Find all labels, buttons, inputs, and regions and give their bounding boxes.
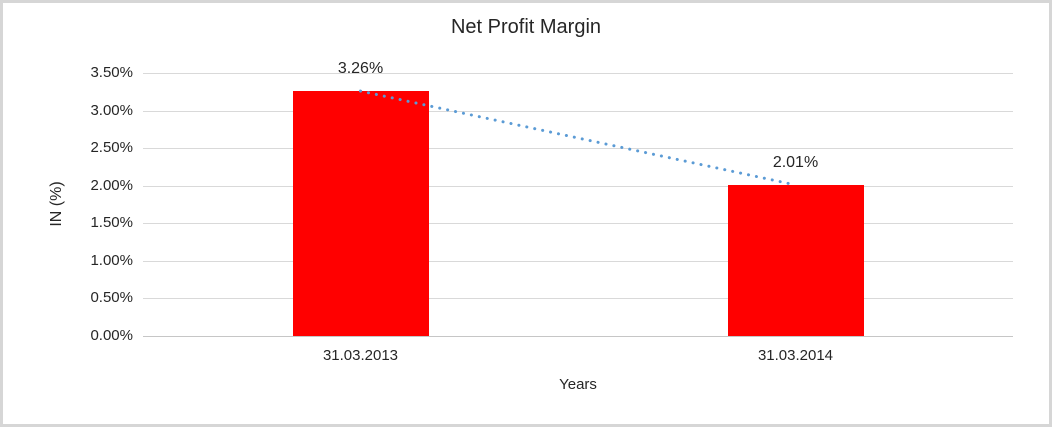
x-axis-title: Years bbox=[559, 376, 597, 393]
bar bbox=[727, 184, 864, 336]
chart-title: Net Profit Margin bbox=[450, 16, 602, 38]
bar bbox=[292, 91, 429, 336]
x-axis-line bbox=[143, 336, 1013, 337]
y-tick-label: 1.50% bbox=[90, 214, 133, 232]
data-label: 2.01% bbox=[772, 153, 819, 171]
data-label: 3.26% bbox=[337, 60, 384, 78]
gridline bbox=[143, 185, 1013, 187]
y-tick-label: 1.00% bbox=[90, 251, 133, 269]
gridline bbox=[143, 260, 1013, 262]
x-tick-label: 31.03.2013 bbox=[322, 347, 399, 364]
y-tick-label: 3.00% bbox=[90, 101, 133, 119]
y-tick-label: 0.50% bbox=[90, 289, 133, 307]
y-tick-label: 2.00% bbox=[90, 176, 133, 194]
gridline bbox=[143, 223, 1013, 225]
gridline bbox=[143, 73, 1013, 74]
gridline bbox=[143, 148, 1013, 150]
y-tick-label: 0.00% bbox=[90, 327, 133, 344]
y-tick-label: 3.50% bbox=[90, 64, 133, 81]
y-tick-label: 2.50% bbox=[90, 139, 133, 157]
x-tick-label: 31.03.2014 bbox=[757, 347, 834, 364]
gridline bbox=[143, 298, 1013, 300]
gridline bbox=[143, 110, 1013, 112]
